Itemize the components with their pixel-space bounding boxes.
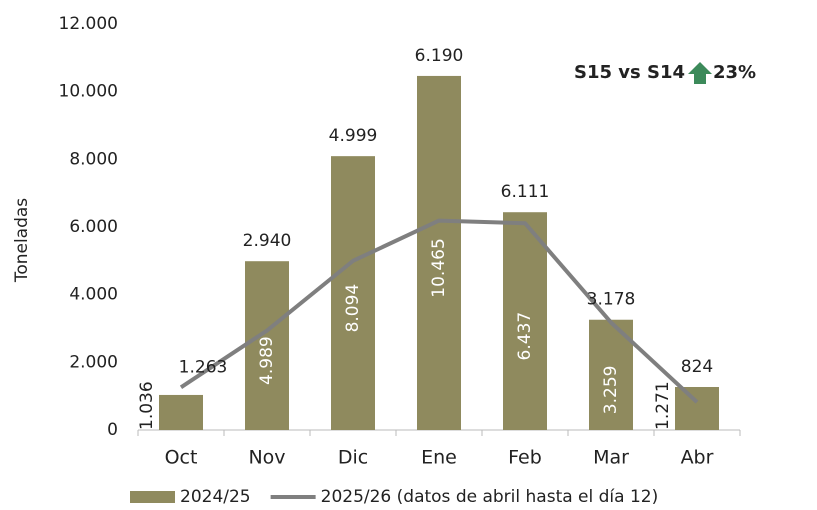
bar bbox=[675, 386, 719, 430]
y-axis-label: Toneladas bbox=[12, 198, 32, 283]
y-tick-label: 0 bbox=[107, 420, 118, 440]
x-tick-label: Abr bbox=[681, 447, 714, 469]
line bbox=[179, 218, 699, 404]
legend-label: 2024/25 bbox=[180, 487, 251, 507]
y-tick-label: 6.000 bbox=[69, 217, 118, 237]
bar-value-label: 4.989 bbox=[257, 336, 277, 385]
x-tick-label: Ene bbox=[421, 447, 457, 469]
bar-value-label: 3.259 bbox=[601, 366, 621, 415]
y-tick-label: 8.000 bbox=[69, 149, 118, 169]
bar bbox=[159, 394, 203, 430]
line-value-label: 3.178 bbox=[587, 290, 636, 310]
annotation-change: 23% bbox=[713, 62, 756, 83]
x-tick-label: Feb bbox=[508, 447, 542, 469]
legend-label: 2025/26 (datos de abril hasta el día 12) bbox=[321, 487, 659, 507]
annotation-text: S15 vs S14 bbox=[574, 62, 685, 83]
x-tick-label: Mar bbox=[593, 447, 629, 469]
x-tick-label: Dic bbox=[338, 447, 368, 469]
x-tick-label: Nov bbox=[248, 447, 285, 469]
line-value-label: 6.111 bbox=[501, 182, 550, 202]
bar-value-label: 1.036 bbox=[137, 381, 157, 430]
line-value-label: 824 bbox=[681, 357, 713, 377]
line-value-label: 1.263 bbox=[179, 357, 228, 377]
line-value-label: 6.190 bbox=[415, 46, 464, 66]
bar-value-label: 6.437 bbox=[515, 312, 535, 361]
bar-value-label: 8.094 bbox=[343, 284, 363, 333]
y-tick-label: 4.000 bbox=[69, 285, 118, 305]
bar bbox=[331, 156, 375, 430]
y-tick-label: 10.000 bbox=[59, 82, 118, 102]
bar bbox=[417, 75, 461, 430]
bar bbox=[503, 212, 547, 430]
y-tick-label: 2.000 bbox=[69, 352, 118, 372]
up-arrow-icon bbox=[688, 62, 712, 84]
y-tick-label: 12.000 bbox=[59, 14, 118, 34]
annotation: S15 vs S14 23% bbox=[574, 62, 756, 84]
line-value-label: 4.999 bbox=[329, 126, 378, 146]
x-tick-label: Oct bbox=[165, 447, 198, 469]
line-value-label: 2.940 bbox=[243, 231, 292, 251]
legend-swatch bbox=[130, 491, 175, 503]
bar-value-label: 1.271 bbox=[653, 381, 673, 430]
bar bbox=[245, 261, 289, 430]
bar-value-label: 10.465 bbox=[429, 238, 449, 297]
